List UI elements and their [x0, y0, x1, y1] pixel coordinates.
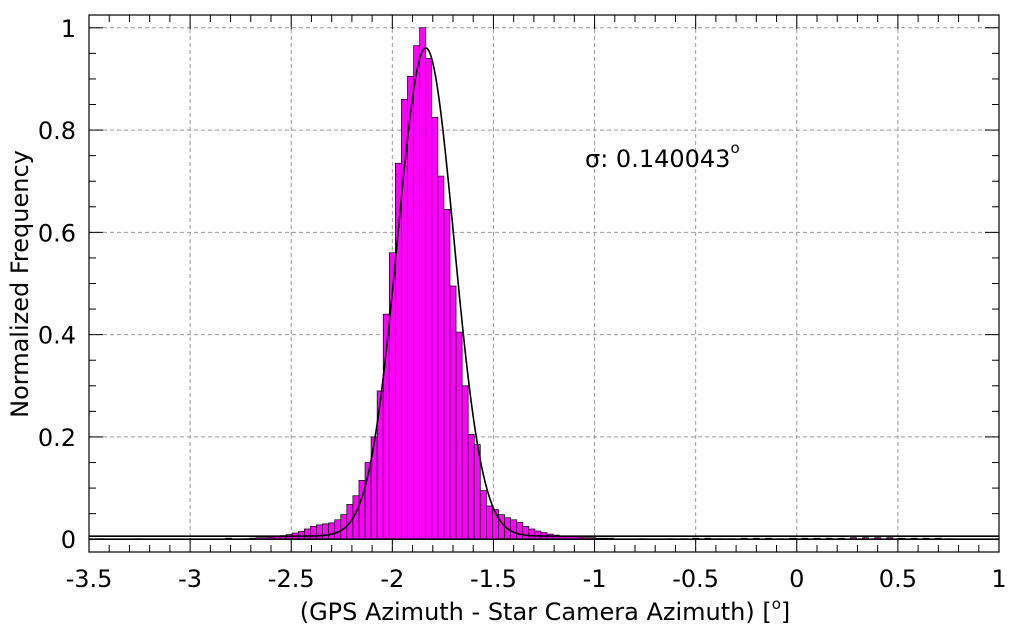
- histogram-bar-17: [328, 522, 336, 540]
- histogram-bar-38: [455, 331, 463, 540]
- y-tick-label-2: 0.4: [38, 322, 76, 350]
- x-tick-label-8: 0.5: [879, 565, 917, 593]
- histogram-bar-14: [310, 526, 317, 540]
- histogram-bar-37: [449, 285, 457, 540]
- histogram-bar-18: [334, 519, 342, 540]
- gaussian-fit-curve: [89, 46, 999, 537]
- histogram-bars: [97, 27, 954, 540]
- histogram-bar-31: [413, 45, 420, 540]
- x-tick-label-5: -1: [583, 565, 607, 593]
- x-tick-label-1: -3: [178, 565, 202, 593]
- histogram-bar-35: [437, 175, 445, 540]
- histogram-bar-32: [419, 27, 427, 540]
- histogram-bar-34: [431, 116, 439, 540]
- histogram-bar-33: [425, 58, 433, 540]
- plot-frame: [88, 14, 1000, 553]
- grid-lines: [89, 15, 999, 552]
- histogram-bar-36: [443, 208, 451, 540]
- histogram-bar-50: [528, 528, 536, 540]
- x-tick-label-4: -1.5: [470, 565, 517, 593]
- x-tick-label-2: -2.5: [268, 565, 315, 593]
- y-tick-labels: 0 0.2 0.4 0.6 0.8 1: [38, 15, 76, 554]
- histogram-bar-30: [407, 76, 414, 540]
- x-tick-label-3: -2: [380, 565, 404, 593]
- y-tick-label-5: 1: [61, 15, 76, 43]
- histogram-bar-15: [316, 524, 323, 540]
- histogram-bar-49: [522, 526, 530, 540]
- sigma-annotation: σ: 0.140043o: [585, 139, 740, 173]
- x-tick-label-9: 1: [991, 565, 1006, 593]
- histogram-bar-16: [322, 523, 329, 540]
- histogram-bar-28: [395, 162, 402, 540]
- histogram-bar-39: [461, 385, 469, 540]
- x-axis-label: (GPS Azimuth - Star Camera Azimuth) [o]: [300, 595, 791, 626]
- y-tick-label-3: 0.6: [38, 219, 76, 247]
- x-tick-labels: -3.5 -3 -2.5 -2 -1.5 -1 -0.5 0 0.5 1: [66, 565, 1007, 593]
- histogram-bar-40: [467, 434, 475, 540]
- x-tick-label-0: -3.5: [66, 565, 113, 593]
- y-tick-label-1: 0.2: [38, 424, 76, 452]
- histogram-bar-48: [516, 521, 524, 540]
- x-tick-label-7: 0: [789, 565, 804, 593]
- histogram-bar-47: [510, 519, 518, 540]
- histogram-bar-43: [486, 505, 493, 540]
- y-axis-label: Normalized Frequency: [6, 150, 34, 418]
- axis-ticks: [88, 15, 1000, 552]
- x-tick-label-6: -0.5: [672, 565, 719, 593]
- y-tick-label-0: 0: [61, 526, 76, 554]
- histogram-bar-13: [304, 528, 311, 540]
- y-tick-label-4: 0.8: [38, 117, 76, 145]
- histogram-bar-42: [479, 490, 487, 540]
